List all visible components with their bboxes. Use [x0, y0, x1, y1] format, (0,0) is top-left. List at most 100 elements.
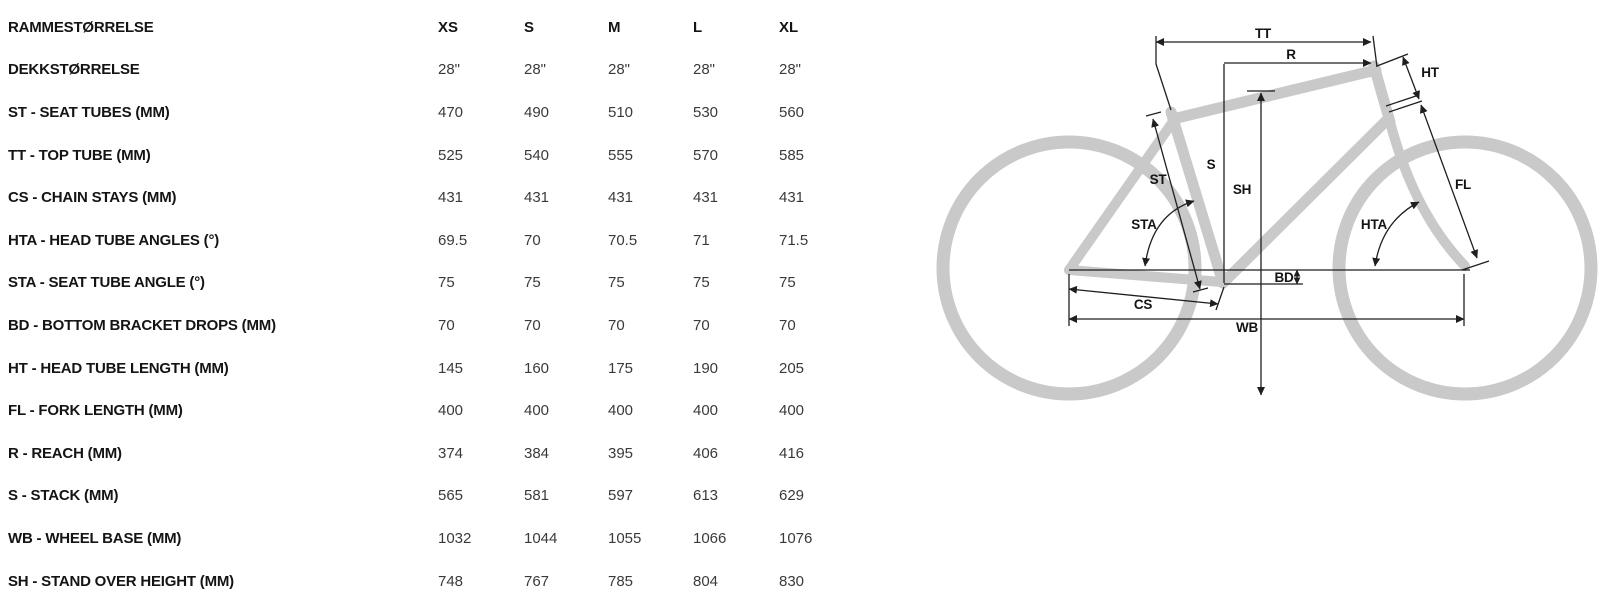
cell-value: 400 [438, 402, 464, 420]
row-label: BD - BOTTOM BRACKET DROPS (MM) [8, 316, 276, 334]
cell-value: L [693, 18, 703, 36]
cell-value: 555 [608, 146, 634, 164]
table-row: CS - CHAIN STAYS (MM) 431 431 431 431 431 [8, 176, 888, 219]
cell-value: 70 [524, 231, 541, 249]
cell-value: 400 [524, 402, 550, 420]
seattube-tick-top [1145, 111, 1162, 117]
cell-value: 75 [524, 274, 541, 292]
label-bb-drop: BD [1274, 270, 1294, 285]
row-label: RAMMESTØRRELSE [8, 18, 154, 36]
row-label: FL - FORK LENGTH (MM) [8, 402, 183, 420]
cell-value: 530 [693, 103, 719, 121]
row-label: CS - CHAIN STAYS (MM) [8, 189, 177, 207]
cell-value: 28" [608, 61, 631, 79]
top-tube-graphic [1167, 64, 1382, 125]
cell-value: 395 [608, 444, 634, 462]
cell-value: 560 [779, 103, 805, 121]
label-chain-stay: CS [1134, 297, 1153, 312]
table-row: ST - SEAT TUBES (MM) 470 490 510 530 560 [8, 91, 888, 134]
seattube-tick-bottom [1192, 287, 1209, 293]
cell-value: 400 [779, 402, 805, 420]
frame-graphic [1064, 60, 1470, 289]
label-top-tube: TT [1255, 26, 1272, 41]
row-label: S - STACK (MM) [8, 487, 119, 505]
table-row: BD - BOTTOM BRACKET DROPS (MM) 70 70 70 70 70 [8, 304, 888, 347]
seat-tube-graphic [1165, 106, 1229, 289]
table-row: HTA - HEAD TUBE ANGLES (°) 69.5 70 70.5 71 71… [8, 219, 888, 262]
down-tube-graphic [1217, 113, 1394, 289]
cell-value: 629 [779, 487, 805, 505]
cell-value: 28" [438, 61, 461, 79]
cell-value: 160 [524, 359, 550, 377]
cell-value: 75 [438, 274, 455, 292]
wheels-graphic [936, 135, 1598, 401]
rear-wheel-graphic [936, 135, 1202, 401]
cell-value: 431 [524, 189, 550, 207]
cell-value: 190 [693, 359, 719, 377]
cell-value: 748 [438, 572, 464, 590]
cell-value: 70 [779, 316, 796, 334]
cell-value: XL [779, 18, 799, 36]
cell-value: 1066 [693, 529, 727, 547]
cell-value: 510 [608, 103, 634, 121]
table-row: WB - WHEEL BASE (MM) 1032 1044 1055 1066 1076 [8, 517, 888, 560]
headtop-extension-line [1372, 35, 1378, 68]
cell-value: 406 [693, 444, 719, 462]
cell-value: 431 [438, 189, 464, 207]
cell-value: 585 [779, 146, 805, 164]
label-head-tube-angle: HTA [1361, 217, 1388, 232]
cell-value: 613 [693, 487, 719, 505]
cell-value: S [524, 18, 535, 36]
headtube-slash-1 [1385, 94, 1420, 107]
cell-value: M [608, 18, 621, 36]
headtube-angle-arc [1372, 201, 1420, 267]
forklength-extension-line [1461, 260, 1490, 271]
cell-value: 75 [779, 274, 796, 292]
table-row: FL - FORK LENGTH (MM) 400 400 400 400 400 [8, 389, 888, 432]
cell-value: 175 [608, 359, 634, 377]
label-wheel-base: WB [1236, 320, 1259, 335]
label-seat-tube-angle: STA [1131, 217, 1157, 232]
cell-value: 70.5 [608, 231, 638, 249]
fork-graphic [1385, 117, 1470, 271]
row-label: ST - SEAT TUBES (MM) [8, 103, 170, 121]
row-label: HTA - HEAD TUBE ANGLES (°) [8, 231, 220, 249]
row-label: DEKKSTØRRELSE [8, 61, 140, 79]
cell-value: 70 [693, 316, 710, 334]
cell-value: 400 [693, 402, 719, 420]
headtube-slash-2 [1388, 100, 1423, 113]
chainstay-dim-line [1068, 285, 1219, 308]
dimension-lines [1068, 35, 1490, 396]
headtube-extension-line [1376, 53, 1409, 67]
cell-value: 1032 [438, 529, 472, 547]
table-row: STA - SEAT TUBE ANGLE (°) 75 75 75 75 75 [8, 262, 888, 305]
seattube-dim-line [1151, 118, 1202, 290]
front-wheel-graphic [1332, 135, 1598, 401]
cell-value: 1076 [779, 529, 813, 547]
cell-value: 28" [693, 61, 716, 79]
cell-value: 565 [438, 487, 464, 505]
bb-drop-arrow-up [1293, 269, 1301, 277]
row-label: WB - WHEEL BASE (MM) [8, 529, 182, 547]
cell-value: 581 [524, 487, 550, 505]
cell-value: 785 [608, 572, 634, 590]
cell-value: 205 [779, 359, 805, 377]
cell-value: 71.5 [779, 231, 809, 249]
table-row: S - STACK (MM) 565 581 597 613 629 [8, 475, 888, 518]
cell-value: 525 [438, 146, 464, 164]
label-stack: S [1207, 157, 1216, 172]
cell-value: 767 [524, 572, 550, 590]
seattube-angle-arc [1142, 199, 1195, 267]
table-row: SH - STAND OVER HEIGHT (MM) 748 767 785 804 8… [8, 560, 888, 603]
dimension-labels: TT R HT S SH ST FL STA HTA BD CS WB [1131, 26, 1471, 335]
cell-value: 384 [524, 444, 550, 462]
cell-value: 145 [438, 359, 464, 377]
cell-value: 400 [608, 402, 634, 420]
cell-value: 70 [608, 316, 625, 334]
cell-value: 830 [779, 572, 805, 590]
cell-value: 70 [438, 316, 455, 334]
row-label: TT - TOP TUBE (MM) [8, 146, 151, 164]
cell-value: 75 [693, 274, 710, 292]
cell-value: 431 [779, 189, 805, 207]
cell-value: 374 [438, 444, 464, 462]
